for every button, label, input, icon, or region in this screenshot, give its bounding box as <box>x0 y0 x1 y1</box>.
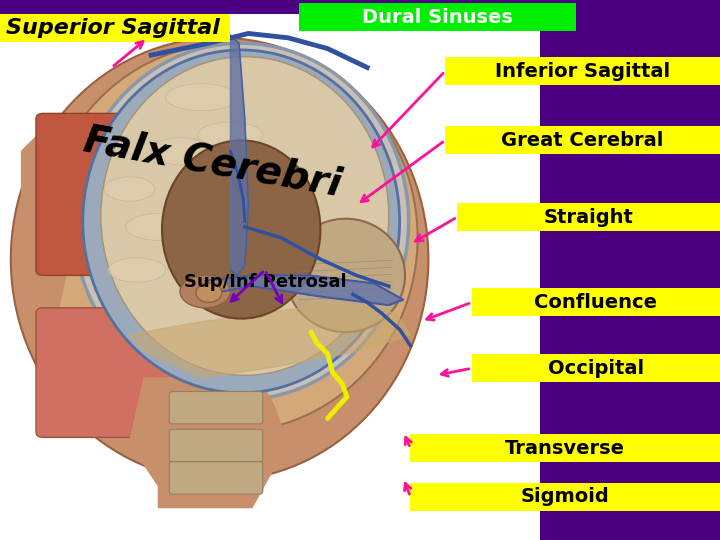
FancyBboxPatch shape <box>445 57 720 85</box>
Ellipse shape <box>11 38 428 481</box>
Text: Transverse: Transverse <box>505 438 625 458</box>
Ellipse shape <box>198 122 263 148</box>
FancyBboxPatch shape <box>36 308 194 437</box>
Text: Sigmoid: Sigmoid <box>521 487 610 507</box>
Ellipse shape <box>180 275 230 308</box>
FancyBboxPatch shape <box>169 392 263 424</box>
Ellipse shape <box>43 43 418 432</box>
Ellipse shape <box>104 177 155 201</box>
Text: Dural Sinuses: Dural Sinuses <box>362 8 513 26</box>
Text: Falx Cerebri: Falx Cerebri <box>81 120 344 204</box>
FancyBboxPatch shape <box>410 434 720 462</box>
Polygon shape <box>230 35 248 275</box>
FancyBboxPatch shape <box>457 203 720 231</box>
Polygon shape <box>22 130 94 324</box>
FancyBboxPatch shape <box>472 354 720 382</box>
Text: Occipital: Occipital <box>548 359 644 378</box>
FancyBboxPatch shape <box>472 288 720 316</box>
Ellipse shape <box>74 43 409 400</box>
Ellipse shape <box>151 138 209 165</box>
Text: Confluence: Confluence <box>534 293 657 312</box>
Text: Superior Sagittal: Superior Sagittal <box>6 18 220 38</box>
FancyBboxPatch shape <box>0 14 540 540</box>
FancyBboxPatch shape <box>410 483 720 511</box>
FancyBboxPatch shape <box>299 3 576 31</box>
Ellipse shape <box>162 140 320 319</box>
Ellipse shape <box>166 84 238 111</box>
Text: Great Cerebral: Great Cerebral <box>501 131 664 150</box>
Polygon shape <box>130 302 410 378</box>
Ellipse shape <box>126 213 191 240</box>
Polygon shape <box>205 275 403 305</box>
Text: Straight: Straight <box>544 207 634 227</box>
FancyBboxPatch shape <box>169 429 263 462</box>
Text: Sup/Inf Petrosal: Sup/Inf Petrosal <box>184 273 346 291</box>
Circle shape <box>196 283 222 302</box>
FancyBboxPatch shape <box>445 126 720 154</box>
Ellipse shape <box>83 50 400 393</box>
Text: Inferior Sagittal: Inferior Sagittal <box>495 62 670 81</box>
FancyBboxPatch shape <box>169 462 263 494</box>
Ellipse shape <box>286 219 405 332</box>
FancyBboxPatch shape <box>36 113 209 275</box>
Polygon shape <box>130 378 288 508</box>
FancyBboxPatch shape <box>0 14 230 42</box>
Ellipse shape <box>108 258 166 282</box>
Ellipse shape <box>101 57 389 375</box>
